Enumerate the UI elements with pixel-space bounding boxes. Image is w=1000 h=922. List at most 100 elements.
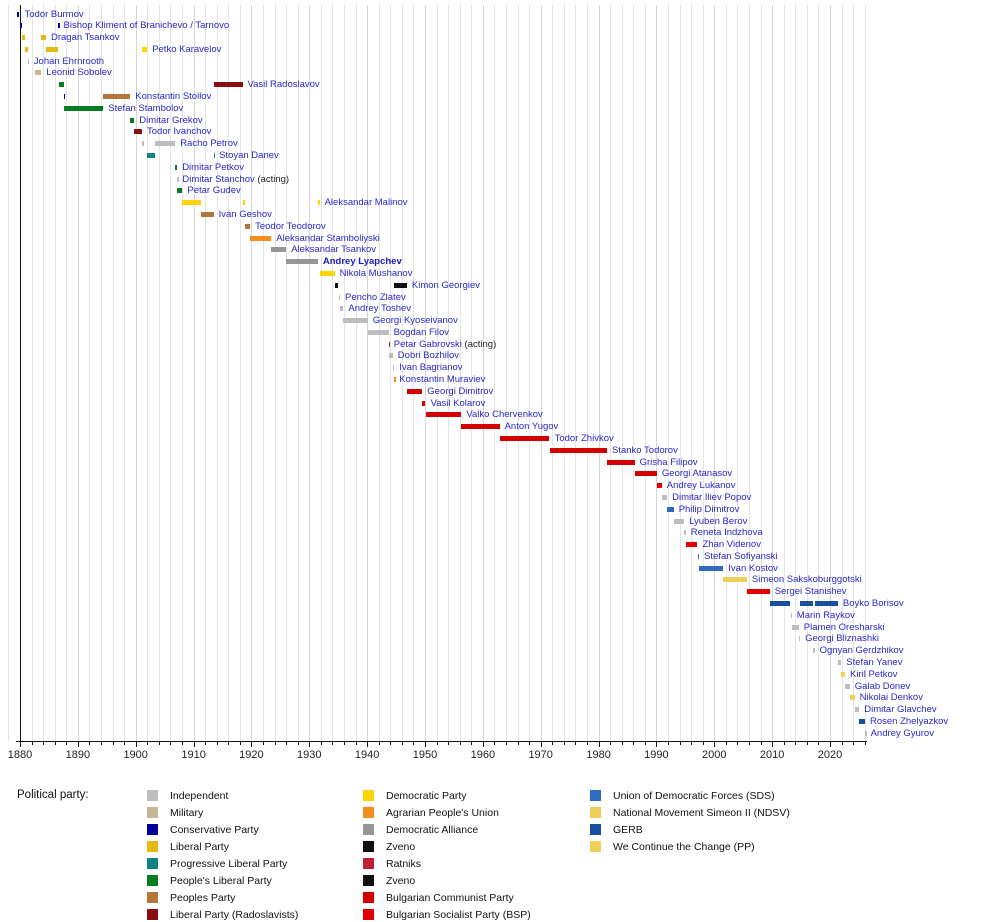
person-label[interactable]: Todor Burmov — [25, 9, 84, 20]
person-name[interactable]: Philip Dimitrov — [678, 503, 740, 515]
person-label[interactable]: Georgi Bliznashki — [805, 633, 879, 644]
person-name[interactable]: Georgi Kyoseivanov — [372, 315, 458, 326]
person-name[interactable]: Teodor Teodorov — [255, 220, 326, 232]
person-label[interactable]: Nikola Mushanov — [340, 268, 413, 279]
person-label[interactable]: Georgi Dimitrov — [427, 386, 493, 397]
person-name[interactable]: Georgi Dimitrov — [427, 385, 494, 397]
person-name[interactable]: Aleksandar Stamboliyski — [276, 232, 380, 244]
person-name[interactable]: Nikolai Denkov — [859, 692, 923, 704]
person-name[interactable]: Dobri Bozhilov — [397, 350, 460, 362]
person-label[interactable]: Dimitar Iliev Popov — [672, 492, 751, 503]
person-label[interactable]: Andrey Toshev — [348, 303, 411, 314]
person-name[interactable]: Aleksandar Malinov — [324, 197, 408, 209]
person-label[interactable]: Philip Dimitrov — [679, 504, 740, 515]
person-label[interactable]: Georgi Atanasov — [662, 468, 732, 479]
person-label[interactable]: Dimitar Petkov — [182, 162, 244, 173]
person-label[interactable]: Bogdan Filov — [394, 327, 449, 338]
person-label[interactable]: Dimitar Glavchev — [864, 704, 936, 715]
person-label[interactable]: Plamen Oresharski — [804, 622, 885, 633]
person-name[interactable]: Dimitar Stanchov — [182, 173, 255, 185]
person-label[interactable]: Stefan Sofiyanski — [704, 551, 777, 562]
person-name[interactable]: Anton Yugov — [504, 421, 559, 433]
person-name[interactable]: Leonid Sobolev — [46, 67, 112, 79]
person-name[interactable]: Petar Gudev — [187, 185, 241, 197]
person-name[interactable]: Bogdan Filov — [393, 326, 450, 338]
person-name[interactable]: Ivan Bagrianov — [399, 362, 463, 374]
person-name[interactable]: Ivan Kostov — [728, 562, 778, 574]
person-name[interactable]: Konstantin Stoilov — [135, 91, 212, 102]
person-name[interactable]: Vasil Radoslavov — [247, 79, 320, 91]
person-label[interactable]: Zhan Videnov — [703, 539, 761, 550]
person-name[interactable]: Vasil Kolarov — [430, 397, 486, 409]
person-name[interactable]: Ognyan Gerdzhikov — [819, 645, 904, 657]
person-label[interactable]: Vasil Kolarov — [431, 398, 486, 409]
person-name[interactable]: Grisha Filipov — [639, 456, 698, 468]
person-label[interactable]: Vasil Radoslavov — [248, 79, 320, 90]
person-name[interactable]: Marin Raykov — [796, 609, 855, 621]
person-label[interactable]: Dobri Bozhilov — [398, 350, 459, 361]
person-label[interactable]: Aleksandar Tsankov — [291, 244, 376, 255]
person-name[interactable]: Nikola Mushanov — [339, 267, 413, 279]
person-label[interactable]: Ivan Bagrianov — [399, 362, 462, 373]
person-label[interactable]: Konstantin Stoilov — [135, 91, 211, 102]
person-name[interactable]: Pencho Zlatev — [345, 291, 406, 303]
person-label[interactable]: Stefan Yanev — [846, 657, 902, 668]
person-label[interactable]: Andrey Lukanov — [667, 480, 736, 491]
person-label[interactable]: Anton Yugov — [505, 421, 559, 432]
person-name[interactable]: Johan Ehrnrooth — [33, 55, 105, 67]
person-label[interactable]: Georgi Kyoseivanov — [373, 315, 458, 326]
person-label[interactable]: Rosen Zhelyazkov — [870, 716, 948, 727]
person-name[interactable]: Simeon Sakskoburggotski — [751, 574, 862, 586]
person-name[interactable]: Boyko Borisov — [842, 598, 904, 609]
person-name[interactable]: Stefan Yanev — [846, 656, 903, 668]
person-label[interactable]: Kimon Georgiev — [412, 280, 480, 291]
person-label[interactable]: Petko Karavelov — [152, 44, 221, 55]
person-label[interactable]: Galab Donev — [855, 681, 910, 692]
person-name[interactable]: Todor Zhivkov — [554, 432, 614, 444]
person-label[interactable]: Grisha Filipov — [640, 457, 698, 468]
person-label[interactable]: Petar Gabrovski (acting) — [394, 339, 496, 350]
person-label[interactable]: Racho Petrov — [180, 138, 238, 149]
person-name[interactable]: Reneta Indzhova — [690, 527, 763, 539]
person-label[interactable]: Reneta Indzhova — [691, 527, 763, 538]
person-label[interactable]: Todor Zhivkov — [555, 433, 614, 444]
person-name[interactable]: Sergei Stanishev — [774, 586, 847, 598]
person-label[interactable]: Kiril Petkov — [850, 669, 898, 680]
person-name[interactable]: Georgi Bliznashki — [805, 633, 880, 645]
person-name[interactable]: Stefan Stambolov — [108, 102, 184, 114]
person-name[interactable]: Ivan Geshov — [218, 208, 272, 220]
person-label[interactable]: Andrey Gyurov — [871, 728, 934, 739]
person-name[interactable]: Andrey Lukanov — [666, 480, 736, 492]
person-label[interactable]: Ognyan Gerdzhikov — [820, 645, 904, 656]
person-label[interactable]: Dimitar Grekov — [139, 115, 202, 126]
person-label[interactable]: Dimitar Stanchov (acting) — [182, 174, 289, 185]
person-name[interactable]: Petko Karavelov — [152, 43, 222, 55]
person-label[interactable]: Aleksandar Malinov — [325, 197, 408, 208]
person-name[interactable]: Dimitar Petkov — [182, 161, 244, 173]
person-name[interactable]: Plamen Oresharski — [803, 621, 885, 633]
person-name[interactable]: Todor Ivanchov — [147, 126, 212, 138]
person-label[interactable]: Nikolai Denkov — [860, 692, 923, 703]
person-label[interactable]: Leonid Sobolev — [46, 67, 112, 78]
person-label[interactable]: Andrey Lyapchev — [323, 256, 402, 267]
person-label[interactable]: Konstantin Muraviev — [399, 374, 485, 385]
person-label[interactable]: Teodor Teodorov — [255, 221, 326, 232]
person-name[interactable]: Lyuben Berov — [689, 515, 748, 527]
person-name[interactable]: Stoyan Danev — [219, 150, 279, 161]
person-name[interactable]: Galab Donev — [854, 680, 911, 692]
person-label[interactable]: Sergei Stanishev — [775, 586, 847, 597]
person-label[interactable]: Todor Ivanchov — [147, 126, 211, 137]
person-label[interactable]: Boyko Borisov — [843, 598, 904, 609]
person-label[interactable]: Valko Chervenkov — [466, 409, 542, 420]
person-name[interactable]: Zhan Videnov — [702, 539, 761, 550]
person-label[interactable]: Lyuben Berov — [689, 516, 747, 527]
person-label[interactable]: Petar Gudev — [187, 185, 240, 196]
person-name[interactable]: Andrey Gyurov — [870, 727, 934, 739]
person-name[interactable]: Georgi Atanasov — [661, 468, 733, 480]
person-name[interactable]: Konstantin Muraviev — [399, 374, 486, 385]
person-name[interactable]: Andrey Toshev — [348, 303, 412, 315]
person-label[interactable]: Stanko Todorov — [612, 445, 678, 456]
person-label[interactable]: Aleksandar Stamboliyski — [276, 233, 380, 244]
person-name[interactable]: Aleksandar Tsankov — [291, 244, 377, 256]
person-label[interactable]: Dragan Tsankov — [51, 32, 119, 43]
